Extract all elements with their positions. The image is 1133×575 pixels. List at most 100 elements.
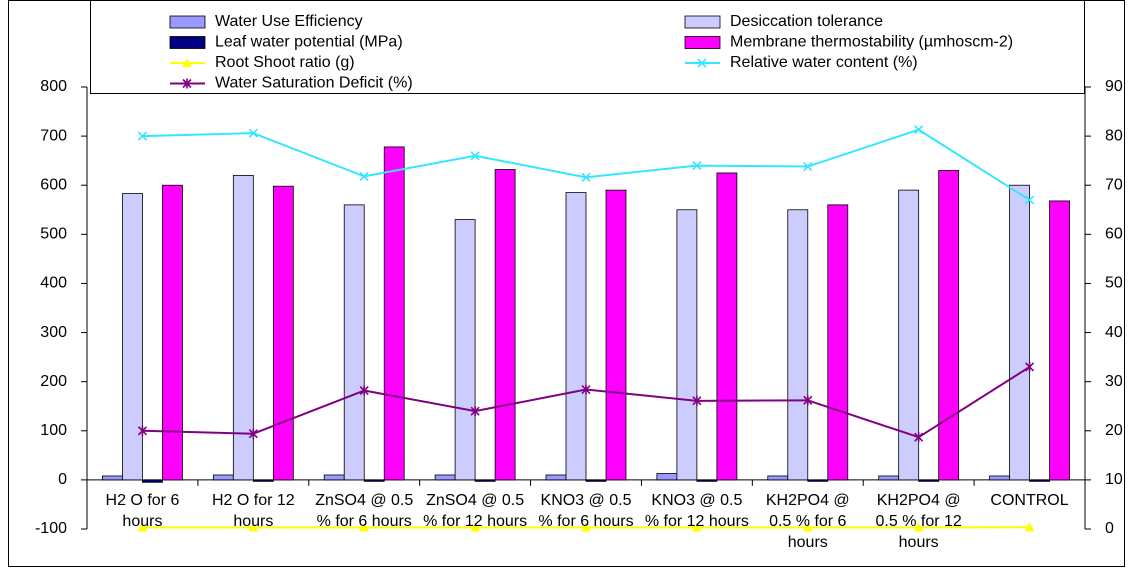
- bar: [787, 209, 809, 481]
- marker: [1024, 361, 1035, 372]
- bar: [122, 193, 143, 481]
- y2-tick-label: 10: [1105, 471, 1123, 488]
- y2-tick-label: 50: [1105, 275, 1123, 292]
- marker: [248, 428, 258, 439]
- bar: [454, 219, 476, 481]
- bar: [676, 209, 698, 481]
- marker: [182, 78, 192, 89]
- bar: [565, 192, 587, 481]
- legend-label: Relative water content (%): [730, 54, 918, 71]
- y2-tick-label: 70: [1105, 176, 1123, 193]
- marker: [581, 384, 591, 395]
- y2-tick-label: 20: [1105, 422, 1123, 439]
- y-tick-label: 200: [40, 373, 67, 390]
- bar: [383, 146, 405, 481]
- legend-label: Water Saturation Deficit (%): [215, 75, 413, 92]
- marker: [359, 385, 369, 396]
- marker: [182, 58, 192, 67]
- legend-box: [90, 0, 1085, 94]
- x-tick-label: ZnSO4 @ 0.5 % for 6 hours: [315, 491, 414, 530]
- bar: [716, 172, 738, 481]
- bar: [232, 174, 254, 481]
- bar: [343, 204, 365, 481]
- bar: [1009, 184, 1030, 481]
- bar: [767, 475, 789, 481]
- marker: [802, 522, 813, 532]
- y2-tick-label: 90: [1105, 78, 1123, 95]
- marker: [1024, 522, 1035, 532]
- legend-swatch: [169, 15, 206, 29]
- marker: [359, 522, 370, 532]
- bar: [212, 474, 234, 481]
- marker: [248, 522, 259, 532]
- marker: [691, 522, 702, 532]
- x-tick-label: CONTROL: [990, 491, 1069, 509]
- bar: [1029, 479, 1050, 482]
- x-tick-label: KH2PO4 @ 0.5 % for 6 hours: [765, 491, 850, 551]
- legend-swatch: [684, 36, 721, 49]
- marker: [137, 522, 148, 532]
- marker: [248, 128, 258, 138]
- x-tick-label: KNO3 @ 0.5 % for 12 hours: [644, 491, 749, 530]
- marker: [914, 125, 924, 135]
- marker: [137, 425, 148, 436]
- bar: [605, 189, 627, 481]
- bar: [898, 189, 920, 481]
- y-tick-label: -100: [35, 520, 67, 537]
- y-tick-label: 400: [40, 275, 67, 292]
- y2-tick-label: 40: [1105, 324, 1123, 341]
- marker: [692, 395, 702, 406]
- y-tick-label: 100: [40, 422, 67, 439]
- y-tick-label: 700: [40, 127, 67, 144]
- x-tick-label: H2 O for 12 hours: [211, 491, 295, 530]
- bar: [545, 474, 567, 481]
- bar: [434, 474, 456, 481]
- y-tick-label: 600: [40, 176, 67, 193]
- marker: [359, 171, 369, 181]
- legend-swatch: [684, 15, 721, 29]
- legend-label: Desiccation tolerance: [730, 13, 883, 30]
- bar: [142, 479, 163, 483]
- x-tick-label: ZnSO4 @ 0.5 % for 12 hours: [423, 491, 528, 530]
- bar: [827, 204, 849, 481]
- bar: [696, 479, 718, 482]
- legend-swatch: [169, 36, 206, 49]
- bar: [585, 479, 607, 482]
- marker: [914, 432, 924, 443]
- bar: [252, 479, 274, 482]
- bar: [656, 473, 678, 481]
- bar: [989, 475, 1010, 481]
- bar: [878, 475, 900, 481]
- marker: [470, 151, 480, 161]
- bar: [272, 185, 294, 481]
- marker: [803, 161, 813, 172]
- bar: [918, 479, 940, 482]
- marker: [1024, 195, 1035, 205]
- legend-label: Root Shoot ratio (g): [215, 54, 355, 71]
- y2-tick-label: 0: [1105, 520, 1114, 537]
- bar: [102, 475, 123, 481]
- bar: [807, 479, 829, 482]
- legend-label: Membrane thermostability (µmhoscm-2): [730, 34, 1013, 51]
- x-tick-label: KH2PO4 @ 0.5 % for 12 hours: [875, 491, 962, 551]
- marker: [697, 58, 707, 68]
- y-tick-label: 800: [40, 78, 67, 95]
- marker: [913, 522, 924, 532]
- y2-tick-label: 30: [1105, 373, 1123, 390]
- marker: [581, 522, 591, 532]
- legend-label: Leaf water potential (MPa): [215, 34, 403, 51]
- bar: [162, 184, 183, 481]
- marker: [137, 131, 148, 141]
- bar: [323, 474, 345, 481]
- bar: [494, 169, 516, 481]
- bar: [1049, 200, 1070, 481]
- y2-tick-label: 80: [1105, 127, 1123, 144]
- y-tick-label: 300: [40, 324, 67, 341]
- marker: [470, 522, 481, 532]
- x-tick-label: H2 O for 6 hours: [105, 491, 180, 530]
- marker: [803, 395, 813, 406]
- bar: [363, 479, 385, 482]
- legend-label: Water Use Efficiency: [215, 13, 363, 30]
